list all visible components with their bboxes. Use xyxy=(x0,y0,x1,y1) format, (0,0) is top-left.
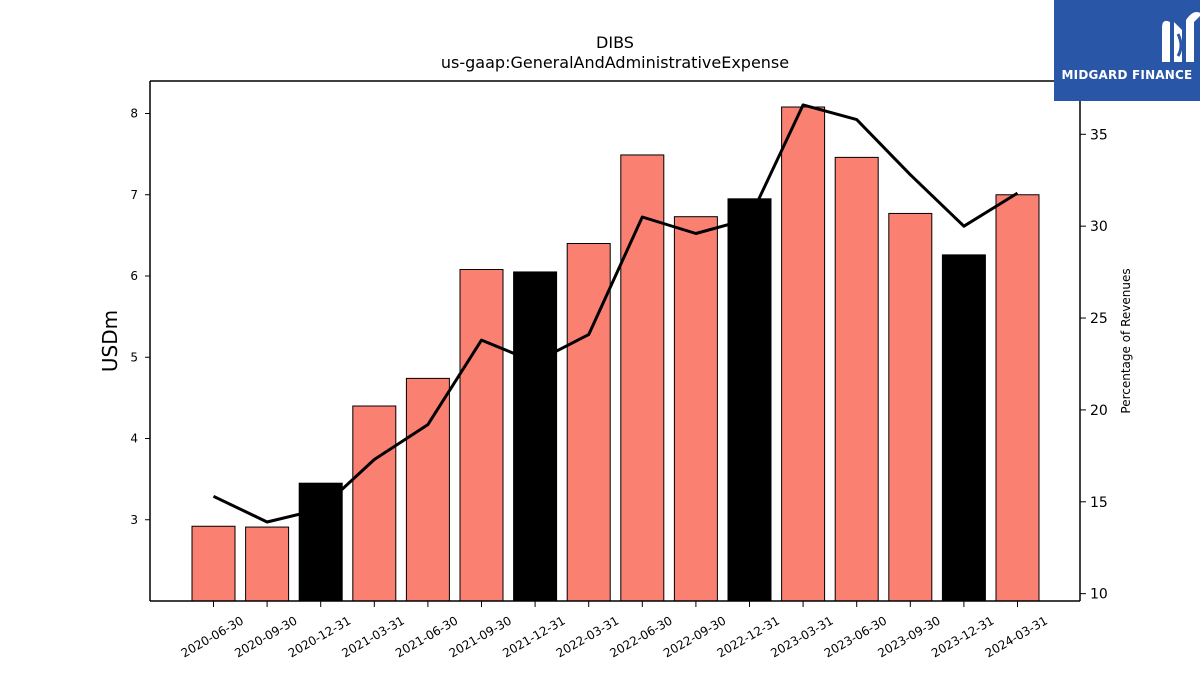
bar xyxy=(459,269,504,602)
brand-name: MIDGARD FINANCE xyxy=(1061,68,1193,82)
y2-tick-label: 30 xyxy=(1090,219,1108,235)
y2-tick-label: 10 xyxy=(1090,587,1108,603)
bar xyxy=(727,198,772,602)
y2-tick-label: 25 xyxy=(1090,311,1108,327)
bar xyxy=(191,525,236,602)
y-axis-label: USDm xyxy=(98,310,122,372)
midgard-logo-icon xyxy=(1162,12,1200,62)
bars-group xyxy=(191,106,1040,602)
y-tick-label: 6 xyxy=(130,269,138,283)
y-tick-label: 4 xyxy=(130,432,138,446)
y-tick-label: 3 xyxy=(130,513,138,527)
y2-tick-label: 15 xyxy=(1090,495,1108,511)
axes-group xyxy=(149,80,1081,602)
series-line xyxy=(212,103,1019,524)
y-tick-label: 7 xyxy=(130,188,138,202)
bar xyxy=(566,243,611,602)
bar xyxy=(941,254,986,602)
chart-title: DIBS xyxy=(596,33,634,52)
brand-logo: MIDGARD FINANCE xyxy=(1054,0,1200,101)
bar xyxy=(781,106,826,602)
y-tick-label: 5 xyxy=(130,350,138,364)
bar xyxy=(513,271,558,602)
bar xyxy=(620,154,665,602)
bar xyxy=(834,156,879,602)
bar xyxy=(673,216,718,602)
y2-tick-label: 20 xyxy=(1090,403,1108,419)
y-tick-label: 8 xyxy=(130,107,138,121)
bar xyxy=(298,482,343,602)
chart-subtitle: us-gaap:GeneralAndAdministrativeExpense xyxy=(441,53,789,72)
y2-tick-label: 35 xyxy=(1090,127,1108,143)
line-group xyxy=(212,103,1019,524)
bar xyxy=(245,526,290,602)
bar xyxy=(352,405,397,602)
bar xyxy=(405,377,450,602)
bar xyxy=(888,212,933,602)
bar xyxy=(995,194,1040,602)
y2-axis-label: Percentage of Revenues xyxy=(1119,268,1133,413)
